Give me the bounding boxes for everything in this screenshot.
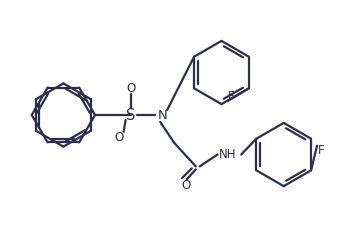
Text: N: N	[157, 109, 167, 122]
Text: O: O	[181, 179, 190, 192]
Text: F: F	[228, 90, 235, 103]
Text: F: F	[318, 144, 324, 157]
Text: O: O	[126, 82, 135, 95]
Text: O: O	[114, 131, 123, 144]
Text: S: S	[126, 107, 135, 122]
Text: NH: NH	[219, 148, 236, 161]
